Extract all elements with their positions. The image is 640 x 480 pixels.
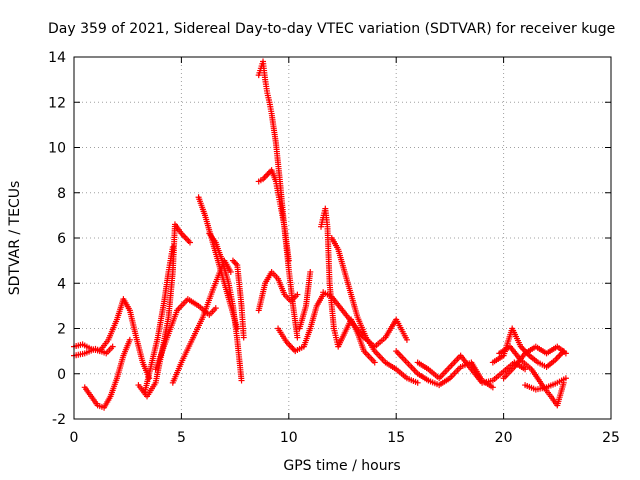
series-sat-i [206, 230, 245, 384]
series-sat-x [522, 375, 569, 393]
series-sat-b [81, 336, 133, 411]
series-sat-r [320, 289, 410, 350]
data-point [562, 350, 569, 357]
data-point [294, 291, 301, 298]
data-point [169, 244, 176, 251]
data-point [307, 268, 314, 275]
series-sat-o [296, 268, 314, 332]
x-axis-label: GPS time / hours [283, 458, 400, 474]
data-point [126, 336, 133, 343]
data-point [227, 268, 234, 275]
series-sat-m [255, 268, 301, 314]
x-tick-label: 20 [495, 430, 513, 446]
grid [74, 57, 611, 419]
series-sat-c [71, 343, 116, 359]
data-point [109, 343, 116, 350]
data-point [403, 336, 410, 343]
y-tick-label: -2 [52, 412, 66, 428]
data-point [240, 334, 247, 341]
data-point [186, 239, 193, 246]
y-tick-label: 2 [57, 322, 66, 338]
data-points [71, 58, 569, 411]
series-sat-l [255, 167, 292, 264]
data-point [489, 384, 496, 391]
y-tick-label: 0 [57, 367, 66, 383]
x-tick-label: 15 [387, 430, 405, 446]
data-point [562, 375, 569, 382]
series-sat-e [141, 244, 176, 395]
y-tick-label: 8 [57, 186, 66, 202]
series-sat-s [393, 348, 496, 391]
y-tick-label: 6 [57, 231, 66, 247]
series-sat-u [489, 325, 567, 370]
series-sat-n [275, 291, 327, 355]
x-tick-label: 10 [280, 430, 298, 446]
series-sat-j [229, 257, 247, 341]
data-point [294, 334, 301, 341]
y-tick-label: 4 [57, 276, 66, 292]
x-tick-label: 0 [70, 430, 79, 446]
series-sat-a [71, 296, 153, 382]
y-tick-label: 12 [48, 95, 66, 111]
y-tick-label: 10 [48, 141, 66, 157]
series-sat-w [500, 343, 569, 382]
data-point [285, 257, 292, 264]
data-point [522, 366, 529, 373]
y-tick-label: 14 [48, 50, 66, 66]
data-point [212, 305, 219, 312]
chart-title: Day 359 of 2021, Sidereal Day-to-day VTE… [48, 21, 615, 37]
data-point [371, 359, 378, 366]
y-axis-label: SDTVAR / TECUs [7, 181, 23, 296]
x-tick-label: 25 [602, 430, 620, 446]
data-point [238, 377, 245, 384]
x-tick-label: 5 [177, 430, 186, 446]
series-sat-g [152, 296, 219, 373]
data-point [414, 379, 421, 386]
